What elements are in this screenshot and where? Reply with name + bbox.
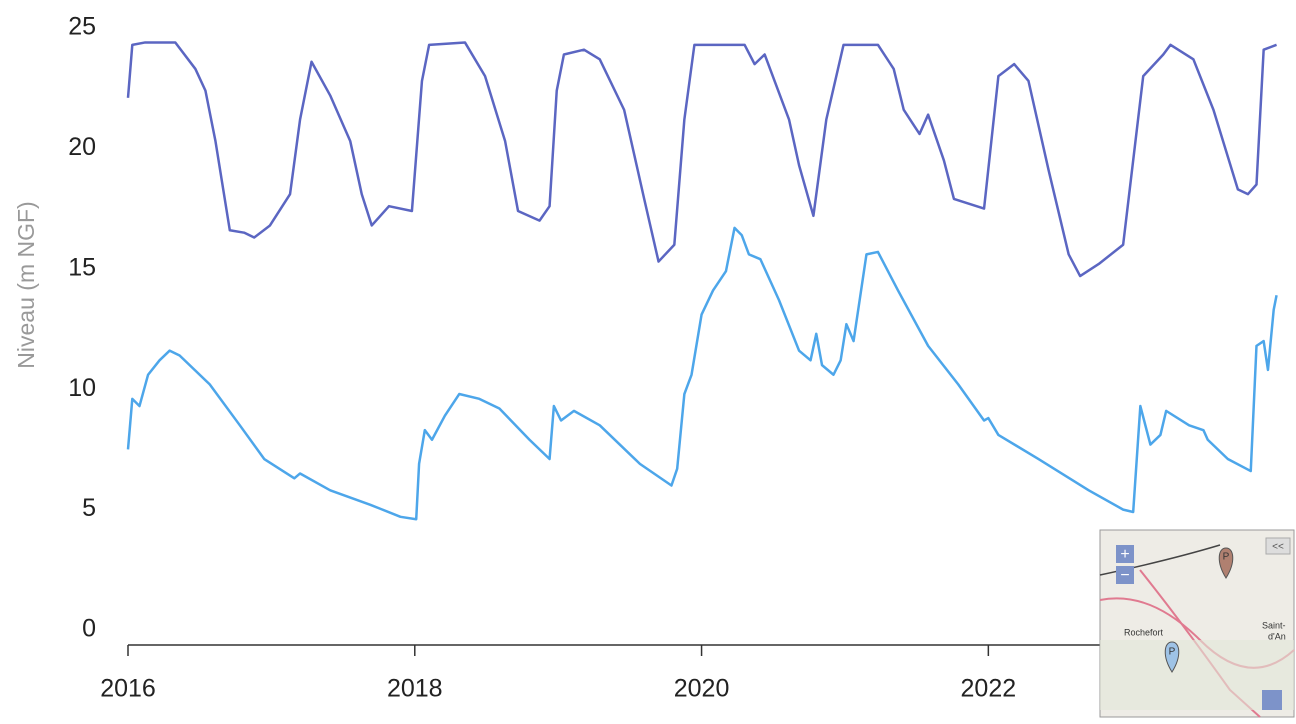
x-tick-label: 2018 bbox=[387, 675, 443, 703]
marker-label: P bbox=[1169, 647, 1176, 658]
data-line bbox=[128, 42, 1277, 276]
data-line bbox=[128, 228, 1277, 519]
zoom-out-label: − bbox=[1120, 567, 1129, 584]
y-tick-label: 0 bbox=[82, 615, 96, 643]
info-button[interactable] bbox=[1262, 690, 1282, 710]
y-tick-label: 25 bbox=[68, 13, 96, 41]
chart: Niveau (m NGF) + − << P P Rochefort Saint-d'An… bbox=[0, 0, 1296, 719]
y-tick-label: 15 bbox=[68, 253, 96, 281]
y-tick-label: 5 bbox=[82, 494, 96, 522]
toggle-label: << bbox=[1272, 542, 1284, 553]
x-tick-label: 2022 bbox=[961, 675, 1017, 703]
y-tick-label: 10 bbox=[68, 374, 96, 402]
y-tick-label: 20 bbox=[68, 133, 96, 161]
y-axis-label: Niveau (m NGF) bbox=[13, 201, 39, 368]
place-label: Saint- bbox=[1262, 620, 1286, 630]
place-label: Rochefort bbox=[1124, 627, 1164, 637]
x-tick-label: 2020 bbox=[674, 675, 730, 703]
x-tick-label: 2016 bbox=[100, 675, 156, 703]
zoom-in-label: + bbox=[1120, 546, 1129, 563]
map-inset: + − << P P Rochefort Saint-d'An bbox=[1100, 530, 1294, 717]
marker-label: P bbox=[1223, 552, 1230, 563]
page: Niveau (m NGF) + − << P P Rochefort Saint-d'An… bbox=[0, 0, 1296, 719]
place-label: d'An bbox=[1268, 631, 1286, 641]
